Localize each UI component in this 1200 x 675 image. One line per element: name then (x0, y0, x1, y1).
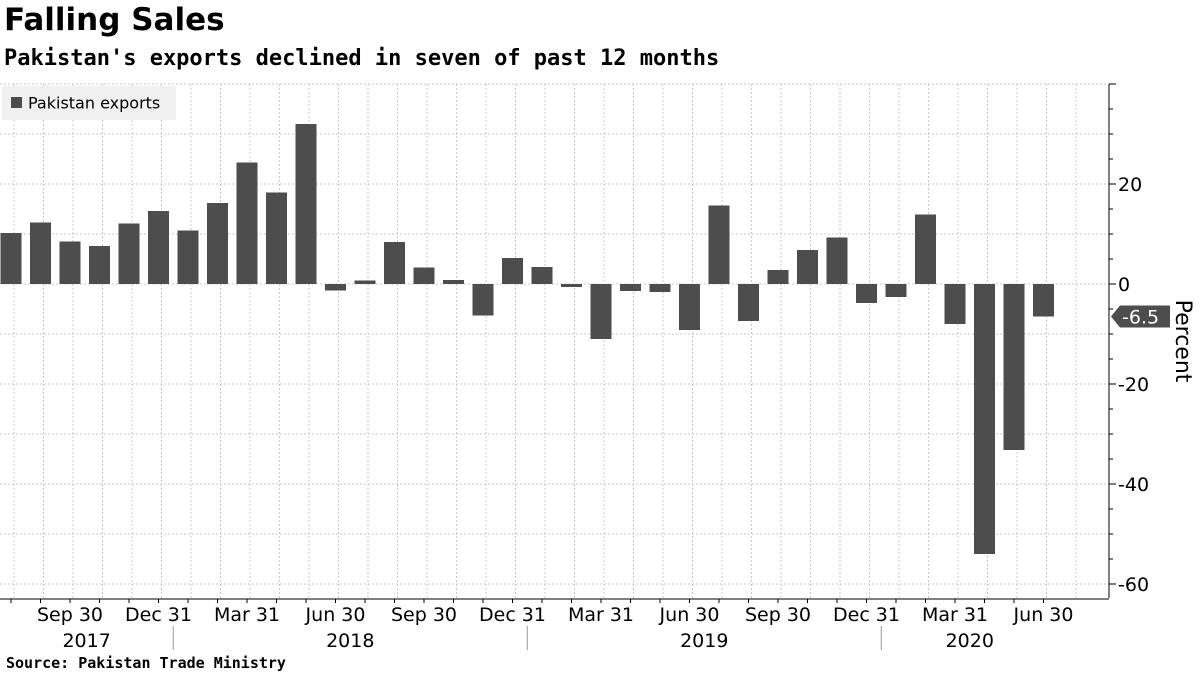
x-tick-label: Mar 31 (922, 604, 988, 626)
x-tick-label: Dec 31 (833, 604, 900, 626)
bar-feb-2020 (915, 214, 936, 284)
bar-apr-2019 (620, 284, 641, 291)
year-label: 2020 (946, 630, 994, 652)
bar-mar-2020 (944, 284, 966, 324)
bar-dec-2017 (148, 211, 169, 284)
bar-feb-2018 (207, 203, 228, 284)
bar-jul-2019 (708, 205, 730, 284)
bar-oct-2017 (89, 246, 110, 284)
bar-jan-2020 (885, 284, 907, 297)
x-tick-label: Dec 31 (479, 604, 546, 626)
legend-swatch (11, 97, 22, 108)
bar-jul-2017 (0, 233, 22, 284)
x-tick-label: Mar 31 (214, 604, 280, 626)
bar-layer (0, 124, 1054, 554)
legend-box (2, 86, 176, 120)
bar-nov-2018 (472, 284, 494, 316)
chart-subtitle: Pakistan's exports declined in seven of … (4, 46, 720, 71)
bar-sep-2019 (767, 270, 789, 284)
y-tick-label: -20 (1118, 374, 1149, 396)
bar-jun-2019 (679, 284, 700, 330)
bar-may-2018 (295, 124, 317, 284)
bar-aug-2018 (384, 242, 405, 284)
last-value-label: -6.5 (1122, 307, 1159, 329)
bar-aug-2017 (30, 222, 51, 284)
x-tick-label: Sep 30 (391, 604, 457, 626)
bar-may-2020 (1003, 284, 1025, 450)
y-tick-label: 20 (1118, 174, 1142, 196)
source-note: Source: Pakistan Trade Ministry (6, 654, 286, 672)
bar-jan-2018 (177, 230, 199, 284)
chart-title: Falling Sales (4, 2, 225, 38)
bar-mar-2018 (236, 162, 258, 284)
x-tick-label: Jun 30 (1013, 604, 1074, 626)
bar-jun-2018 (325, 284, 346, 291)
bar-jan-2019 (531, 267, 553, 284)
x-tick-label: Sep 30 (745, 604, 811, 626)
grid-layer (0, 83, 1108, 598)
bar-apr-2020 (974, 284, 995, 554)
y-tick-label: -60 (1118, 574, 1149, 596)
bar-jun-2020 (1033, 284, 1054, 317)
bar-aug-2019 (738, 284, 759, 321)
x-tick-label: Sep 30 (37, 604, 103, 626)
bar-may-2019 (649, 284, 671, 292)
year-label: 2019 (680, 630, 728, 652)
year-label: 2018 (326, 630, 374, 652)
bar-oct-2019 (797, 250, 818, 284)
bar-jul-2018 (354, 280, 376, 284)
bar-apr-2018 (266, 192, 287, 284)
bar-mar-2019 (590, 284, 612, 339)
x-tick-label: Mar 31 (568, 604, 634, 626)
bar-oct-2018 (443, 280, 464, 284)
y-axis-label: Percent (1170, 300, 1195, 383)
last-value-callout (1111, 305, 1170, 328)
bar-sep-2017 (59, 241, 81, 284)
x-tick-label: Jun 30 (659, 604, 720, 626)
legend: Pakistan exports (2, 86, 176, 120)
bar-dec-2018 (502, 258, 523, 284)
bar-nov-2019 (826, 237, 848, 284)
x-tick-label: Jun 30 (305, 604, 366, 626)
bar-nov-2017 (118, 223, 140, 284)
bar-feb-2019 (561, 284, 582, 287)
y-tick-label: 0 (1118, 274, 1130, 296)
x-tick-label: Dec 31 (125, 604, 192, 626)
legend-label: Pakistan exports (28, 94, 160, 113)
axis-layer: 20 0 -20 -40 -60 -6.5 Sep 30 Dec 31 Mar 31 Jun 30… (0, 83, 1170, 652)
bar-dec-2019 (856, 284, 877, 303)
y-tick-label: -40 (1118, 474, 1149, 496)
bar-sep-2018 (413, 267, 435, 284)
year-label: 2017 (62, 630, 110, 652)
